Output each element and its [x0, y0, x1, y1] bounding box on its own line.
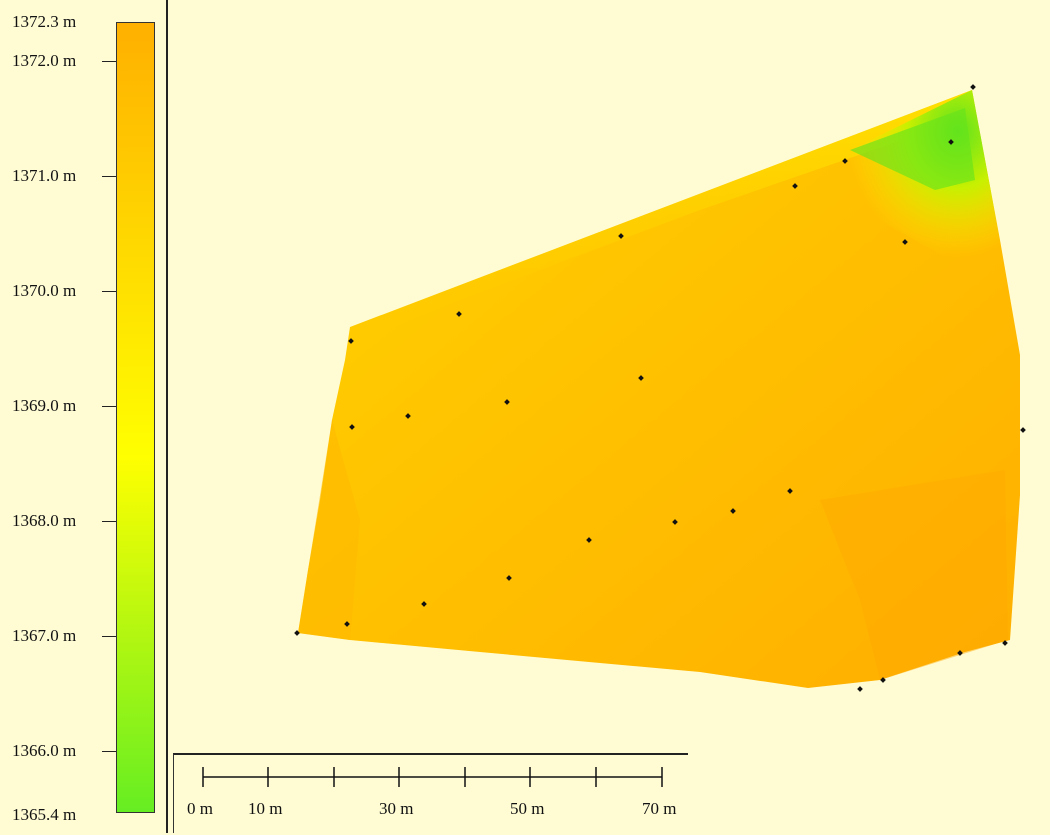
survey-point[interactable]: [456, 311, 462, 317]
survey-point[interactable]: [638, 375, 644, 381]
scale-label: 50 m: [510, 799, 545, 818]
legend-tick-label: 1369.0 m: [12, 396, 77, 415]
survey-point[interactable]: [880, 677, 886, 683]
legend-tick-label: 1370.0 m: [12, 281, 77, 300]
legend-tick-label: 1365.4 m: [12, 805, 77, 824]
survey-point[interactable]: [421, 601, 427, 607]
legend-tick-mark: [102, 291, 116, 292]
legend-tick-mark: [102, 751, 116, 752]
scale-bar-panel: [173, 753, 688, 833]
survey-points: [294, 84, 1026, 692]
surface-low-core: [850, 108, 975, 190]
legend-tick-label: 1366.0 m: [12, 741, 77, 760]
survey-point[interactable]: [1020, 427, 1026, 433]
scale-label: 70 m: [642, 799, 677, 818]
scale-label: 30 m: [379, 799, 414, 818]
survey-point[interactable]: [586, 537, 592, 543]
legend-tick-label: 1372.3 m: [12, 12, 77, 31]
survey-point[interactable]: [857, 686, 863, 692]
survey-point[interactable]: [842, 158, 848, 164]
survey-point[interactable]: [405, 413, 411, 419]
legend-tick-mark: [102, 176, 116, 177]
survey-point[interactable]: [504, 399, 510, 405]
survey-point[interactable]: [957, 650, 963, 656]
survey-point[interactable]: [294, 630, 300, 636]
survey-point[interactable]: [948, 139, 954, 145]
survey-point[interactable]: [902, 239, 908, 245]
survey-point[interactable]: [970, 84, 976, 90]
legend-color-ramp: [116, 22, 155, 813]
legend-tick-mark: [102, 406, 116, 407]
legend-tick-label: 1371.0 m: [12, 166, 77, 185]
surface-upper-edge-highlight: [350, 90, 972, 345]
legend-tick-label: 1372.0 m: [12, 51, 77, 70]
survey-point[interactable]: [344, 621, 350, 627]
elevation-surface: [294, 84, 1026, 692]
legend-tick-mark: [102, 61, 116, 62]
survey-point[interactable]: [618, 233, 624, 239]
legend-tick-label: 1368.0 m: [12, 511, 77, 530]
survey-point[interactable]: [730, 508, 736, 514]
surface-polygon: [298, 90, 1020, 688]
legend-tick-label: 1367.0 m: [12, 626, 77, 645]
survey-point[interactable]: [787, 488, 793, 494]
survey-point[interactable]: [506, 575, 512, 581]
surface-shading-dark: [820, 470, 1008, 680]
scale-bar: [202, 767, 663, 787]
elevation-map[interactable]: [170, 0, 1050, 833]
scale-label: 0 m: [187, 799, 213, 818]
survey-point[interactable]: [1002, 640, 1008, 646]
survey-point[interactable]: [672, 519, 678, 525]
surface-shading-left: [298, 420, 360, 640]
survey-point[interactable]: [349, 424, 355, 430]
scale-label: 10 m: [248, 799, 283, 818]
legend-tick-mark: [102, 521, 116, 522]
survey-point[interactable]: [792, 183, 798, 189]
elevation-legend: 1372.3 m 1372.0 m 1371.0 m 1370.0 m 1369…: [0, 0, 168, 833]
survey-point[interactable]: [348, 338, 354, 344]
legend-tick-mark: [102, 636, 116, 637]
